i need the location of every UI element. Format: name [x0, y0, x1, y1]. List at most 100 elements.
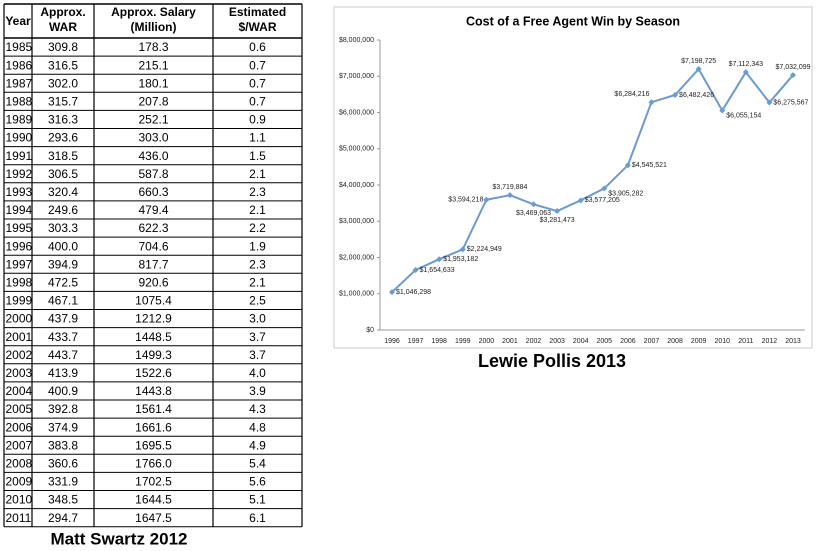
data-label: $3,577,205	[585, 197, 620, 204]
x-tick-label: 2008	[667, 338, 683, 345]
table-header: Approx. Salary	[111, 5, 196, 19]
table-cell: 294.7	[48, 511, 78, 525]
data-label: $3,719,884	[492, 184, 527, 191]
table-cell: 2011	[6, 511, 32, 525]
table-cell: 1994	[6, 203, 33, 217]
table-cell: 622.3	[138, 221, 168, 235]
x-tick-label: 2004	[573, 338, 589, 345]
table-cell: 331.9	[48, 475, 78, 489]
table-header: (Million)	[131, 20, 177, 34]
table-cell: 6.1	[249, 511, 266, 525]
data-label: $3,905,282	[608, 190, 643, 197]
table-cell: 1448.5	[135, 330, 172, 344]
table-cell: 400.9	[48, 384, 78, 398]
table-cell: 704.6	[138, 239, 168, 253]
table-cell: 2009	[6, 475, 33, 489]
point	[554, 208, 561, 215]
data-label: $7,198,725	[681, 58, 716, 65]
table-cell: 3.9	[249, 384, 266, 398]
x-tick-label: 2005	[597, 338, 613, 345]
table-cell: 0.7	[249, 95, 266, 109]
data-label: $6,482,426	[679, 92, 714, 99]
table-cell: 0.6	[249, 40, 266, 54]
point	[601, 185, 608, 192]
y-tick-label: $2,000,000	[339, 254, 374, 261]
table-cell: 1522.6	[135, 366, 172, 380]
x-tick-label: 2001	[502, 338, 518, 345]
table-cell: 2.5	[249, 294, 266, 308]
x-tick-label: 1997	[408, 338, 424, 345]
point	[483, 196, 490, 203]
data-label: $1,046,298	[396, 289, 431, 296]
table-cell: 306.5	[48, 167, 78, 181]
table-cell: 2002	[6, 348, 33, 362]
table-cell: 1997	[6, 257, 33, 271]
table-cell: 207.8	[138, 95, 168, 109]
table-cell: 392.8	[48, 402, 78, 416]
table-cell: 0.7	[249, 58, 266, 72]
table-cell: 3.0	[249, 312, 266, 326]
table-cell: 1986	[6, 58, 33, 72]
point	[742, 69, 749, 76]
x-tick-label: 2000	[479, 338, 495, 345]
table-cell: 302.0	[48, 76, 78, 90]
table-header: $/WAR	[238, 20, 276, 34]
table-cell: 1996	[6, 239, 33, 253]
table-cell: 4.0	[249, 366, 266, 380]
x-tick-label: 2003	[549, 338, 565, 345]
table-cell: 1212.9	[135, 312, 172, 326]
table-cell: 180.1	[138, 76, 168, 90]
table-cell: 1998	[6, 276, 33, 290]
table-cell: 920.6	[138, 276, 168, 290]
data-label: $7,032,099	[775, 64, 810, 71]
table-cell: 413.9	[48, 366, 78, 380]
data-label: $1,654,633	[420, 267, 455, 274]
table-cell: 2005	[6, 402, 33, 416]
table-cell: 2.3	[249, 257, 266, 271]
chart-frame	[333, 6, 813, 349]
table-header: Year	[5, 14, 31, 28]
table-cell: 1995	[6, 221, 33, 235]
table-cell: 1.9	[249, 239, 266, 253]
y-tick-label: $6,000,000	[339, 109, 374, 116]
point	[412, 267, 419, 274]
x-tick-label: 2007	[644, 338, 660, 345]
table-header: Approx.	[40, 5, 85, 19]
table-cell: 2006	[6, 420, 33, 434]
point	[648, 99, 655, 106]
table-cell: 2.1	[249, 203, 266, 217]
table-cell: 1990	[6, 131, 33, 145]
x-tick-label: 1998	[431, 338, 447, 345]
table-cell: 374.9	[48, 420, 78, 434]
table-cell: 303.0	[138, 131, 168, 145]
chart-title: Cost of a Free Agent Win by Season	[466, 14, 680, 28]
y-tick-label: $5,000,000	[339, 146, 374, 153]
x-tick-label: 1996	[384, 338, 400, 345]
data-label: $6,055,154	[726, 112, 761, 119]
table-cell: 1993	[6, 185, 33, 199]
point	[530, 201, 537, 208]
table-cell: 2004	[6, 384, 33, 398]
table-cell: 437.9	[48, 312, 78, 326]
table-cell: 1.5	[249, 149, 266, 163]
table-cell: 1999	[6, 294, 33, 308]
y-tick-label: $4,000,000	[339, 182, 374, 189]
table-cell: 2007	[6, 438, 33, 452]
table-cell: 5.4	[249, 457, 266, 471]
table-cell: 383.8	[48, 438, 78, 452]
table-cell: 443.7	[48, 348, 78, 362]
y-tick-label: $3,000,000	[339, 218, 374, 225]
data-label: $3,469,063	[516, 210, 551, 217]
table-cell: 0.9	[249, 113, 266, 127]
data-label: $3,281,473	[540, 217, 575, 224]
data-label: $6,275,567	[773, 99, 808, 106]
table-cell: 178.3	[138, 40, 168, 54]
table-cell: 293.6	[48, 131, 78, 145]
point	[624, 162, 631, 169]
table-cell: 660.3	[138, 185, 168, 199]
table-cell: 2001	[6, 330, 33, 344]
table-cell: 316.3	[48, 113, 78, 127]
table-cell: 1766.0	[135, 457, 172, 471]
table-cell: 2.3	[249, 185, 266, 199]
